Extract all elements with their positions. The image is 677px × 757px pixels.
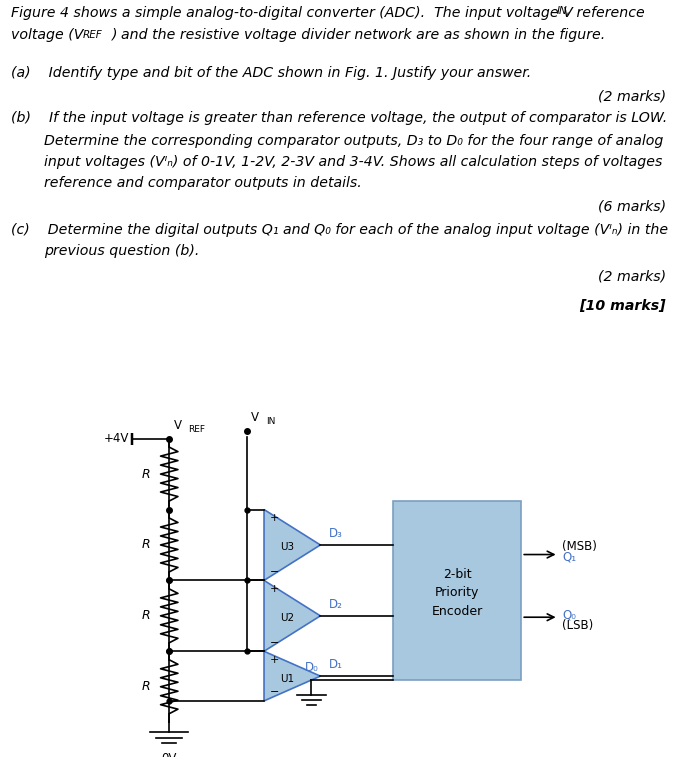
- Text: (6 marks): (6 marks): [598, 199, 666, 213]
- Text: +: +: [269, 655, 279, 665]
- Text: D₂: D₂: [328, 598, 343, 611]
- Text: +: +: [269, 513, 279, 523]
- Bar: [393, 501, 521, 680]
- Text: reference: reference: [572, 6, 645, 20]
- Text: previous question (b).: previous question (b).: [44, 244, 200, 257]
- Text: input voltages (Vᴵₙ) of 0-1V, 1-2V, 2-3V and 3-4V. Shows all calculation steps o: input voltages (Vᴵₙ) of 0-1V, 1-2V, 2-3V…: [44, 154, 662, 169]
- Text: REF: REF: [83, 30, 102, 39]
- Text: (c)    Determine the digital outputs Q₁ and Q₀ for each of the analog input volt: (c) Determine the digital outputs Q₁ and…: [11, 223, 668, 236]
- Text: Figure 4 shows a simple analog-to-digital converter (ADC).  The input voltage V: Figure 4 shows a simple analog-to-digita…: [11, 6, 573, 20]
- Text: V: V: [174, 419, 182, 432]
- Text: (2 marks): (2 marks): [598, 269, 666, 283]
- Text: −: −: [269, 638, 279, 648]
- Text: U1: U1: [280, 674, 294, 684]
- Text: REF: REF: [188, 425, 205, 435]
- Text: reference and comparator outputs in details.: reference and comparator outputs in deta…: [44, 176, 362, 190]
- Text: (LSB): (LSB): [562, 619, 593, 632]
- Text: V: V: [251, 411, 259, 424]
- Text: (a)    Identify type and bit of the ADC shown in Fig. 1. Justify your answer.: (a) Identify type and bit of the ADC sho…: [11, 66, 531, 79]
- Text: −: −: [269, 687, 279, 697]
- Text: D₀: D₀: [305, 661, 318, 674]
- Text: R: R: [141, 538, 150, 551]
- Text: IN: IN: [266, 417, 276, 426]
- Text: Encoder: Encoder: [431, 605, 483, 618]
- Text: (2 marks): (2 marks): [598, 89, 666, 103]
- Text: voltage (V: voltage (V: [11, 27, 83, 42]
- Text: +: +: [269, 584, 279, 594]
- Polygon shape: [264, 509, 320, 581]
- Text: (MSB): (MSB): [562, 540, 597, 553]
- Text: U2: U2: [280, 613, 294, 623]
- Text: Q₀: Q₀: [562, 608, 575, 621]
- Text: D₁: D₁: [328, 658, 343, 671]
- Text: IN,: IN,: [556, 6, 571, 17]
- Text: D₃: D₃: [328, 527, 343, 540]
- Text: 2-bit: 2-bit: [443, 568, 471, 581]
- Text: ) and the resistive voltage divider network are as shown in the figure.: ) and the resistive voltage divider netw…: [112, 27, 606, 42]
- Text: R: R: [141, 468, 150, 481]
- Text: Determine the corresponding comparator outputs, D₃ to D₀ for the four range of a: Determine the corresponding comparator o…: [44, 133, 663, 148]
- Text: R: R: [141, 681, 150, 693]
- Polygon shape: [264, 651, 320, 701]
- Text: U3: U3: [280, 543, 294, 553]
- Text: +4V: +4V: [104, 432, 129, 445]
- Text: Priority: Priority: [435, 587, 479, 600]
- Text: [10 marks]: [10 marks]: [580, 299, 666, 313]
- Text: 0V: 0V: [162, 752, 177, 757]
- Text: R: R: [141, 609, 150, 622]
- Text: Q₁: Q₁: [562, 550, 576, 563]
- Text: −: −: [269, 567, 279, 577]
- Text: (b)    If the input voltage is greater than reference voltage, the output of com: (b) If the input voltage is greater than…: [11, 111, 667, 125]
- Polygon shape: [264, 581, 320, 651]
